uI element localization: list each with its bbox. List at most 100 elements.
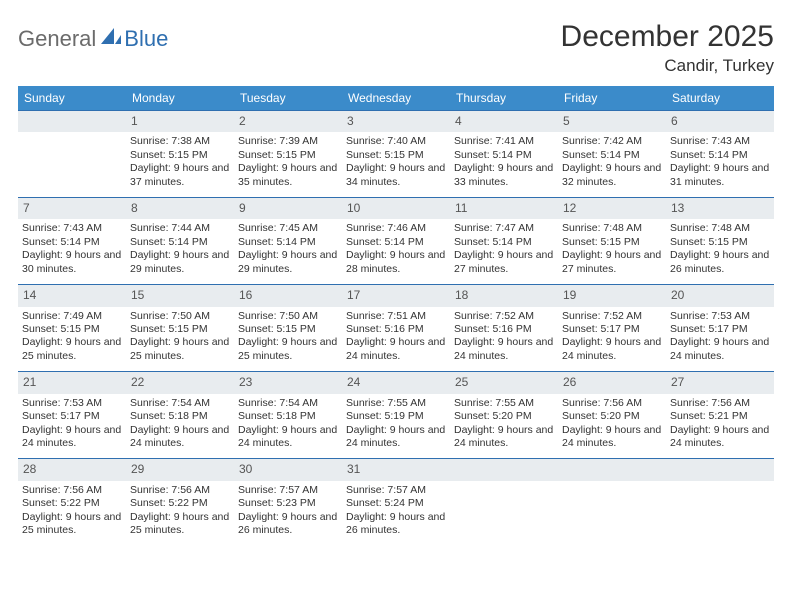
day-header: Thursday [450,86,558,111]
day-header: Saturday [666,86,774,111]
day-number: 20 [666,285,774,306]
daylight-text: Daylight: 9 hours and 25 minutes. [22,511,122,538]
day-header: Friday [558,86,666,111]
day-cell: 4Sunrise: 7:41 AMSunset: 5:14 PMDaylight… [450,111,558,198]
week-row: 7Sunrise: 7:43 AMSunset: 5:14 PMDaylight… [18,198,774,285]
daylight-text: Daylight: 9 hours and 30 minutes. [22,249,122,276]
sunset-text: Sunset: 5:23 PM [238,497,338,510]
daylight-text: Daylight: 9 hours and 29 minutes. [238,249,338,276]
empty-cell [18,111,126,198]
day-number: 14 [18,285,126,306]
day-header: Wednesday [342,86,450,111]
sunrise-text: Sunrise: 7:56 AM [670,397,770,410]
sunrise-text: Sunrise: 7:57 AM [346,484,446,497]
sunset-text: Sunset: 5:15 PM [130,323,230,336]
day-number: 13 [666,198,774,219]
day-number: 12 [558,198,666,219]
location: Candir, Turkey [561,56,774,76]
sunset-text: Sunset: 5:15 PM [238,149,338,162]
sunrise-text: Sunrise: 7:53 AM [22,397,122,410]
day-number: 16 [234,285,342,306]
sunset-text: Sunset: 5:15 PM [346,149,446,162]
sunrise-text: Sunrise: 7:51 AM [346,310,446,323]
sunrise-text: Sunrise: 7:56 AM [562,397,662,410]
day-number: 4 [450,111,558,132]
sunrise-text: Sunrise: 7:46 AM [346,222,446,235]
sunset-text: Sunset: 5:17 PM [670,323,770,336]
sunrise-text: Sunrise: 7:38 AM [130,135,230,148]
sunset-text: Sunset: 5:14 PM [454,149,554,162]
daylight-text: Daylight: 9 hours and 24 minutes. [130,424,230,451]
sunrise-text: Sunrise: 7:55 AM [346,397,446,410]
sunset-text: Sunset: 5:24 PM [346,497,446,510]
daylight-text: Daylight: 9 hours and 24 minutes. [670,424,770,451]
sunrise-text: Sunrise: 7:50 AM [238,310,338,323]
day-cell: 14Sunrise: 7:49 AMSunset: 5:15 PMDayligh… [18,285,126,372]
sunrise-text: Sunrise: 7:44 AM [130,222,230,235]
day-cell: 6Sunrise: 7:43 AMSunset: 5:14 PMDaylight… [666,111,774,198]
sunset-text: Sunset: 5:14 PM [562,149,662,162]
sunrise-text: Sunrise: 7:48 AM [562,222,662,235]
day-cell: 12Sunrise: 7:48 AMSunset: 5:15 PMDayligh… [558,198,666,285]
day-cell: 20Sunrise: 7:53 AMSunset: 5:17 PMDayligh… [666,285,774,372]
day-cell: 25Sunrise: 7:55 AMSunset: 5:20 PMDayligh… [450,372,558,459]
sunset-text: Sunset: 5:16 PM [454,323,554,336]
daylight-text: Daylight: 9 hours and 31 minutes. [670,162,770,189]
daylight-text: Daylight: 9 hours and 35 minutes. [238,162,338,189]
day-cell: 16 Sunrise: 7:50 AMSunset: 5:15 PMDayligh… [234,285,342,372]
daylight-text: Daylight: 9 hours and 28 minutes. [346,249,446,276]
day-number: 26 [558,372,666,393]
day-header: Sunday [18,86,126,111]
day-cell: 5Sunrise: 7:42 AMSunset: 5:14 PMDaylight… [558,111,666,198]
daylight-text: Daylight: 9 hours and 24 minutes. [238,424,338,451]
logo: General Blue [18,26,168,52]
daylight-text: Daylight: 9 hours and 25 minutes. [238,336,338,363]
sunset-text: Sunset: 5:22 PM [22,497,122,510]
daylight-text: Daylight: 9 hours and 37 minutes. [130,162,230,189]
day-number: 9 [234,198,342,219]
day-cell: 17Sunrise: 7:51 AMSunset: 5:16 PMDayligh… [342,285,450,372]
day-cell: 24Sunrise: 7:55 AMSunset: 5:19 PMDayligh… [342,372,450,459]
day-number: 3 [342,111,450,132]
sunset-text: Sunset: 5:14 PM [22,236,122,249]
sunset-text: Sunset: 5:22 PM [130,497,230,510]
daylight-text: Daylight: 9 hours and 24 minutes. [346,336,446,363]
daylight-text: Daylight: 9 hours and 24 minutes. [562,336,662,363]
sunset-text: Sunset: 5:20 PM [562,410,662,423]
sunset-text: Sunset: 5:14 PM [454,236,554,249]
logo-text-blue: Blue [124,26,168,52]
daylight-text: Daylight: 9 hours and 25 minutes. [22,336,122,363]
day-header-row: SundayMondayTuesdayWednesdayThursdayFrid… [18,86,774,111]
day-number: 1 [126,111,234,132]
empty-cell [558,459,666,546]
day-cell: 18Sunrise: 7:52 AMSunset: 5:16 PMDayligh… [450,285,558,372]
sunrise-text: Sunrise: 7:56 AM [130,484,230,497]
day-number: 24 [342,372,450,393]
sunrise-text: Sunrise: 7:45 AM [238,222,338,235]
day-number [450,459,558,480]
daylight-text: Daylight: 9 hours and 27 minutes. [562,249,662,276]
daylight-text: Daylight: 9 hours and 32 minutes. [562,162,662,189]
sunrise-text: Sunrise: 7:39 AM [238,135,338,148]
logo-sail-icon [100,27,122,52]
day-cell: 28Sunrise: 7:56 AMSunset: 5:22 PMDayligh… [18,459,126,546]
empty-cell [450,459,558,546]
day-number: 28 [18,459,126,480]
sunrise-text: Sunrise: 7:43 AM [670,135,770,148]
sunset-text: Sunset: 5:19 PM [346,410,446,423]
day-cell: 7Sunrise: 7:43 AMSunset: 5:14 PMDaylight… [18,198,126,285]
day-cell: 8Sunrise: 7:44 AMSunset: 5:14 PMDaylight… [126,198,234,285]
sunrise-text: Sunrise: 7:54 AM [130,397,230,410]
sunrise-text: Sunrise: 7:40 AM [346,135,446,148]
day-number: 11 [450,198,558,219]
sunset-text: Sunset: 5:18 PM [130,410,230,423]
day-number: 10 [342,198,450,219]
day-number: 29 [126,459,234,480]
daylight-text: Daylight: 9 hours and 29 minutes. [130,249,230,276]
sunset-text: Sunset: 5:15 PM [238,323,338,336]
day-number: 15 [126,285,234,306]
sunrise-text: Sunrise: 7:57 AM [238,484,338,497]
header: General Blue December 2025 Candir, Turke… [18,20,774,76]
daylight-text: Daylight: 9 hours and 24 minutes. [562,424,662,451]
day-number: 7 [18,198,126,219]
